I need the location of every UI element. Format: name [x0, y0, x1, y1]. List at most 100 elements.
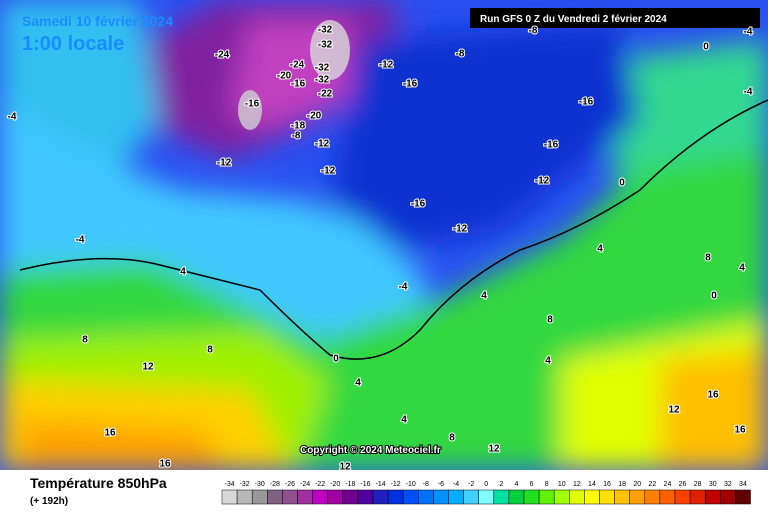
contour-label: 16 — [159, 459, 171, 470]
contour-label: 12 — [488, 444, 500, 455]
contour-label: 4 — [180, 267, 186, 278]
legend-swatch — [569, 489, 585, 505]
legend-swatch — [342, 489, 359, 505]
legend-label: -2 — [468, 481, 474, 488]
contour-label: -12 — [535, 176, 550, 187]
contour-label: 16 — [734, 425, 746, 436]
contour-label: 8 — [547, 315, 553, 326]
legend-label: 6 — [530, 481, 534, 488]
contour-label: -24 — [215, 50, 230, 61]
legend-swatch — [387, 489, 404, 505]
legend-label: 26 — [679, 481, 687, 488]
legend-label: -16 — [360, 481, 370, 488]
legend-label: -24 — [300, 481, 310, 488]
legend-swatch — [463, 489, 479, 505]
contour-label: -32 — [315, 75, 330, 86]
contour-label: 4 — [481, 291, 487, 302]
legend-swatch — [614, 489, 630, 505]
contour-label: -32 — [315, 63, 330, 74]
contour-label: -12 — [321, 166, 336, 177]
legend-swatch — [297, 489, 313, 505]
contour-label: -12 — [315, 139, 330, 150]
legend-label: 30 — [709, 481, 717, 488]
contour-label: -8 — [292, 131, 301, 142]
legend-swatch — [433, 489, 449, 505]
legend-label: 16 — [603, 481, 611, 488]
map-field — [0, 0, 768, 470]
contour-label: -4 — [744, 87, 753, 98]
legend-label: 8 — [545, 481, 549, 488]
legend-label: -30 — [255, 481, 265, 488]
legend-swatch — [282, 489, 298, 505]
contour-label: 4 — [355, 378, 361, 389]
legend-swatch — [553, 489, 570, 505]
legend-label: -32 — [240, 481, 250, 488]
footer-title: Température 850hPa — [30, 475, 167, 491]
contour-label: -16 — [579, 97, 594, 108]
legend-swatch — [236, 489, 253, 505]
legend-label: 28 — [694, 481, 702, 488]
contour-label: -4 — [399, 282, 408, 293]
date: Samedi 10 février 2024 — [22, 13, 173, 29]
legend-swatch — [689, 489, 706, 505]
legend-label: -28 — [270, 481, 280, 488]
legend-label: -12 — [391, 481, 401, 488]
legend-swatch — [418, 489, 434, 505]
contour-label: -16 — [411, 199, 426, 210]
legend-swatch — [508, 489, 525, 505]
legend-swatch — [357, 489, 374, 505]
contour-label: 16 — [707, 390, 719, 401]
legend-swatch — [659, 489, 676, 505]
legend-label: 22 — [648, 481, 656, 488]
contour-label: -22 — [318, 89, 333, 100]
contour-label: -32 — [318, 25, 333, 36]
legend-label: -6 — [438, 481, 444, 488]
contour-label: 4 — [545, 356, 551, 367]
legend-swatch — [478, 489, 495, 505]
legend-swatch — [584, 489, 600, 505]
legend-swatch — [629, 489, 646, 505]
legend-swatch — [599, 489, 615, 505]
legend-swatch — [267, 489, 283, 505]
legend-label: 12 — [573, 481, 581, 488]
contour-label: 16 — [104, 428, 116, 439]
contour-label: -8 — [529, 26, 538, 37]
legend-label: 32 — [724, 481, 732, 488]
contour-label: -32 — [318, 40, 333, 51]
legend-swatch — [644, 489, 661, 505]
legend-label: -20 — [330, 481, 340, 488]
run-box — [470, 8, 760, 28]
legend-swatch — [538, 489, 555, 505]
legend-label: -26 — [285, 481, 295, 488]
legend-swatch — [720, 489, 736, 505]
contour-label: -18 — [291, 121, 306, 132]
legend-label: -14 — [375, 481, 385, 488]
contour-label: -4 — [76, 235, 85, 246]
contour-label: -12 — [379, 60, 394, 71]
contour-label: 8 — [207, 345, 213, 356]
legend-swatch — [327, 489, 344, 505]
legend-label: 0 — [484, 481, 488, 488]
contour-label: -24 — [290, 60, 305, 71]
legend-label: 2 — [499, 481, 503, 488]
legend-swatch — [523, 489, 540, 505]
legend-swatch — [735, 489, 751, 505]
legend-label: -18 — [345, 481, 355, 488]
contour-label: 0 — [703, 42, 709, 53]
legend-swatch — [312, 489, 328, 505]
time: 1:00 locale — [22, 33, 124, 55]
legend-label: -34 — [224, 481, 234, 488]
contour-label: -16 — [403, 79, 418, 90]
contour-label: 12 — [668, 405, 680, 416]
contour-label: -4 — [8, 112, 17, 123]
legend-label: 14 — [588, 481, 596, 488]
legend-label: -4 — [453, 481, 459, 488]
legend-label: 10 — [558, 481, 566, 488]
legend-label: -22 — [315, 481, 325, 488]
contour-label: -16 — [245, 99, 260, 110]
contour-label: 8 — [705, 253, 711, 264]
contour-label: -4 — [744, 27, 753, 38]
legend-swatch — [372, 489, 389, 505]
legend-swatch — [448, 489, 464, 505]
contour-label: -8 — [456, 49, 465, 60]
